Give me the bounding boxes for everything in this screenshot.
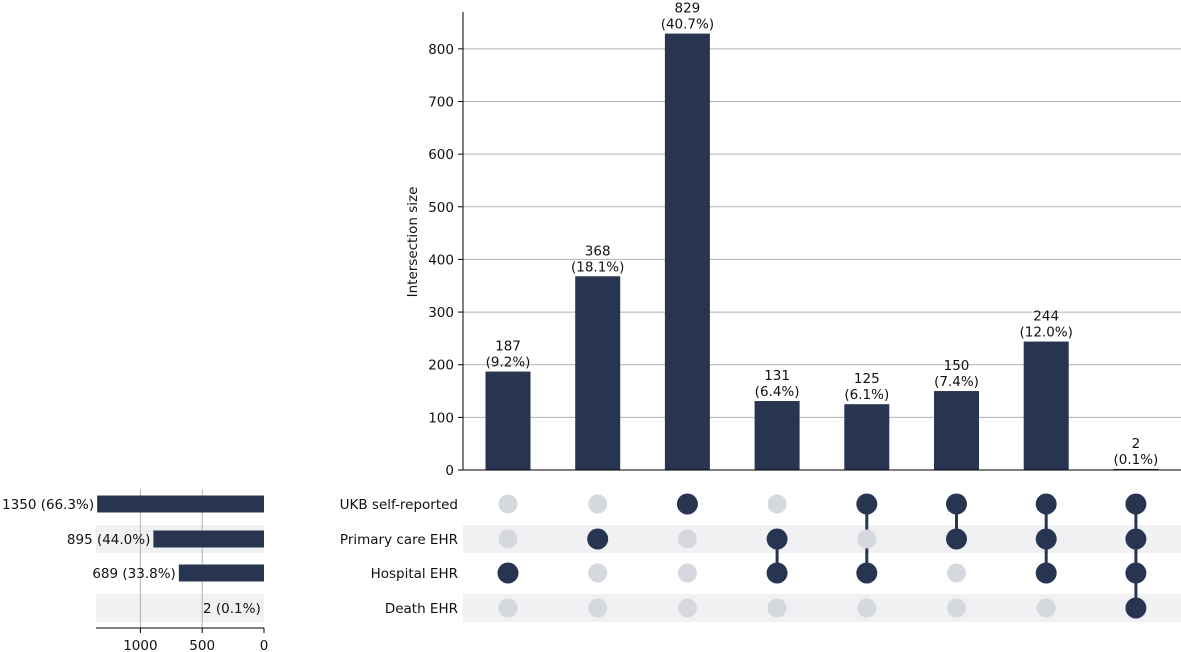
set-size-bar — [153, 530, 264, 548]
bar-count-label: 150 — [944, 358, 970, 374]
matrix-dot-active — [1125, 562, 1147, 584]
set-size-label: 1350 (66.3%) — [2, 497, 94, 513]
set-size-tick-label: 1000 — [123, 638, 157, 652]
matrix-dot-inactive — [947, 598, 966, 618]
matrix-dot-active — [856, 562, 878, 584]
matrix-dot-active — [766, 562, 788, 584]
y-ticks: 0 100 200 300 400 500 600 700 800 — [428, 42, 463, 479]
matrix-dot-inactive — [588, 494, 608, 514]
matrix-dot-active — [1125, 493, 1147, 515]
matrix-dot-inactive — [767, 494, 787, 514]
set-size-bar — [178, 564, 264, 582]
matrix-dot-active — [766, 528, 788, 550]
set-size-label: 895 (44.0%) — [67, 532, 150, 548]
intersection-bar — [1023, 341, 1069, 470]
matrix-dot-active — [497, 562, 519, 584]
matrix-dot-inactive — [677, 529, 697, 549]
y-tick-label: 100 — [428, 410, 454, 426]
matrix-dot-active — [1125, 597, 1147, 619]
stripe-right-3 — [463, 594, 1181, 622]
matrix-dot-inactive — [498, 529, 518, 549]
y-tick-label: 200 — [428, 358, 454, 374]
y-tick-label: 500 — [428, 200, 454, 216]
y-tick-label: 0 — [445, 463, 454, 479]
matrix-dot-active — [946, 528, 967, 550]
matrix-dot-inactive — [498, 494, 518, 514]
matrix-dot-inactive — [1036, 598, 1056, 618]
set-names: UKB self-reported Primary care EHR Hospita… — [340, 497, 458, 617]
matrix-dot-active — [1035, 528, 1057, 550]
y-axis: 0 100 200 300 400 500 600 700 800 Intersection s… — [405, 12, 464, 479]
matrix-dot-inactive — [857, 598, 877, 618]
matrix-dot-inactive — [857, 529, 877, 549]
bar-percent-label: (9.2%) — [486, 355, 531, 371]
bar-count-label: 829 — [675, 1, 701, 17]
intersection-bar — [1113, 468, 1159, 470]
set-name-label: Death EHR — [385, 601, 458, 617]
set-size-ticks: 1000 500 0 — [123, 628, 268, 652]
intersection-bars — [485, 33, 1159, 470]
set-size-axis: 1000 500 0 — [96, 627, 268, 652]
matrix-dot-inactive — [677, 598, 697, 618]
y-tick-label: 700 — [428, 94, 454, 110]
bar-percent-label: (0.1%) — [1113, 452, 1158, 468]
intersection-bar — [575, 276, 621, 470]
set-name-label: Hospital EHR — [371, 566, 458, 582]
y-tick-label: 800 — [428, 42, 454, 58]
set-size-tick-label: 500 — [189, 638, 215, 652]
set-size-labels: 1350 (66.3%) 895 (44.0%) 689 (33.8%) 2 (0.1… — [2, 497, 261, 617]
matrix-dot-active — [946, 493, 967, 515]
bar-percent-label: (40.7%) — [661, 17, 714, 33]
matrix-dot-inactive — [947, 563, 966, 583]
set-size-label: 689 (33.8%) — [92, 566, 175, 582]
matrix-dot-active — [587, 528, 609, 550]
intersection-bar — [485, 371, 531, 470]
matrix-dot-active — [1035, 493, 1057, 515]
intersection-bar — [754, 401, 800, 470]
bar-count-label: 131 — [764, 368, 790, 384]
bar-percent-label: (12.0%) — [1019, 325, 1072, 341]
set-name-label: UKB self-reported — [340, 497, 458, 513]
y-tick-label: 400 — [428, 252, 454, 268]
bar-percent-label: (6.4%) — [755, 384, 800, 400]
bar-count-label: 125 — [854, 371, 880, 387]
intersection-bar — [664, 33, 710, 470]
stripe-left-3 — [96, 594, 264, 622]
intersection-bar-labels: 187(9.2%) 368(18.1%) 829(40.7%) 131(6.4%) 12… — [486, 1, 1159, 468]
y-axis-label: Intersection size — [405, 187, 421, 298]
gridlines — [463, 48, 1181, 418]
matrix-dot-active — [856, 493, 878, 515]
matrix-dot-active — [1035, 562, 1057, 584]
intersection-bar — [844, 404, 890, 470]
bar-count-label: 244 — [1033, 309, 1059, 325]
set-size-tick-label: 0 — [260, 638, 269, 652]
set-size-label: 2 (0.1%) — [203, 601, 261, 617]
set-size-bars — [97, 495, 264, 582]
bar-count-label: 2 — [1132, 436, 1141, 452]
matrix-dot-active — [676, 493, 698, 515]
matrix-dot-active — [1125, 528, 1147, 550]
intersection-bar — [934, 391, 979, 470]
bar-percent-label: (18.1%) — [571, 259, 624, 275]
set-name-label: Primary care EHR — [340, 532, 458, 548]
bar-count-label: 187 — [495, 339, 521, 355]
bar-count-label: 368 — [585, 243, 611, 259]
set-size-bar — [97, 495, 264, 513]
stripe-right-1 — [463, 525, 1181, 553]
matrix-dot-inactive — [677, 563, 697, 583]
matrix-dot-inactive — [767, 598, 787, 618]
bar-percent-label: (7.4%) — [934, 374, 979, 390]
membership-matrix — [497, 493, 1147, 619]
bar-percent-label: (6.1%) — [844, 387, 889, 403]
matrix-dot-inactive — [588, 598, 608, 618]
matrix-dot-inactive — [498, 598, 518, 618]
y-tick-label: 300 — [428, 305, 454, 321]
matrix-dot-inactive — [588, 563, 608, 583]
matrix-row-stripes — [96, 525, 1181, 622]
y-tick-label: 600 — [428, 147, 454, 163]
